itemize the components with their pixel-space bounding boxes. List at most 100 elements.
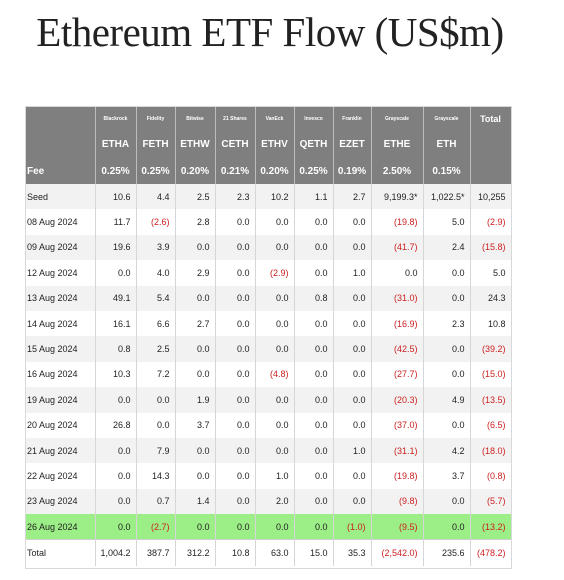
table-cell: 2.3: [215, 184, 256, 210]
table-cell: 10.8: [470, 310, 512, 337]
table-cell: (18.0): [470, 437, 512, 464]
fee-value: 0.25%: [95, 158, 137, 184]
table-cell: 2.3: [423, 310, 471, 337]
table-cell: 15.0: [294, 539, 334, 566]
table-row: 19 Aug 2024 0.0 0.0 1.9 0.0 0.0 0.0 0.0 (20.3) 4.…: [25, 387, 512, 413]
table-cell: (2.7): [136, 514, 176, 540]
row-label: 14 Aug 2024: [25, 310, 96, 337]
table-cell: 0.0: [215, 463, 256, 489]
table-cell: (42.5): [371, 336, 424, 362]
table-cell: 0.0: [423, 412, 471, 438]
table-cell: 63.0: [255, 539, 295, 566]
table-row: 20 Aug 2024 26.8 0.0 3.7 0.0 0.0 0.0 0.0 (37.0) 0…: [25, 412, 512, 438]
table-cell: 7.2: [136, 361, 176, 388]
table-cell: 1.9: [175, 387, 216, 413]
table-row: 21 Aug 2024 0.0 7.9 0.0 0.0 0.0 0.0 1.0 (31.1) 4.…: [25, 437, 512, 464]
table-cell: (31.1): [371, 437, 424, 464]
table-cell: 0.0: [333, 463, 372, 489]
table-cell: 10.3: [95, 361, 137, 388]
fee-value: 0.25%: [136, 158, 176, 184]
table-cell: 0.0: [294, 514, 334, 540]
table-cell: 2.9: [175, 260, 216, 286]
table-cell: 0.0: [333, 488, 372, 515]
table-cell: 0.0: [95, 514, 137, 540]
table-cell: 0.0: [294, 209, 334, 235]
table-cell: (478.2): [470, 539, 512, 566]
row-label: 26 Aug 2024: [25, 514, 96, 540]
fee-label: Fee: [25, 158, 96, 184]
table-cell: 0.0: [294, 387, 334, 413]
table-cell: 0.0: [175, 463, 216, 489]
table-cell: 0.0: [215, 387, 256, 413]
table-cell: 2.5: [175, 184, 216, 210]
table-cell: 7.9: [136, 437, 176, 464]
table-cell: 0.0: [294, 412, 334, 438]
table-cell: 2.7: [175, 310, 216, 337]
table-cell: 0.0: [175, 514, 216, 540]
table-cell: 1.1: [294, 184, 334, 210]
table-cell: 0.0: [175, 234, 216, 261]
table-cell: 4.4: [136, 184, 176, 210]
fee-value: [470, 158, 512, 184]
fee-value: 0.25%: [294, 158, 334, 184]
table-cell: 0.0: [294, 488, 334, 515]
table-cell: 3.9: [136, 234, 176, 261]
table-cell: 10.2: [255, 184, 295, 210]
table-cell: (4.8): [255, 361, 295, 388]
table-cell: 2.4: [423, 234, 471, 261]
table-cell: 0.0: [423, 336, 471, 362]
row-label: 16 Aug 2024: [25, 361, 96, 388]
table-cell: 5.4: [136, 285, 176, 311]
table-cell: (5.7): [470, 488, 512, 515]
table-cell: 0.0: [95, 488, 137, 515]
table-cell: 2.0: [255, 488, 295, 515]
row-label: Total: [25, 539, 96, 566]
table-cell: 0.0: [175, 285, 216, 311]
table-cell: 0.0: [136, 412, 176, 438]
table-cell: 0.0: [333, 209, 372, 235]
table-cell: 0.8: [95, 336, 137, 362]
table-cell: (19.8): [371, 463, 424, 489]
table-cell: 19.6: [95, 234, 137, 261]
table-cell: 0.0: [95, 463, 137, 489]
issuer-header: [25, 106, 96, 131]
total-row: Total 1,004.2 387.7 312.2 10.8 63.0 15.0 35.3 (2…: [25, 539, 512, 566]
table-cell: 0.0: [423, 285, 471, 311]
table-cell: (16.9): [371, 310, 424, 337]
table-cell: 0.0: [255, 209, 295, 235]
table-cell: 0.8: [294, 285, 334, 311]
table-cell: (6.5): [470, 412, 512, 438]
table-cell: 1,022.5*: [423, 184, 471, 210]
issuer-header: Blackrock: [95, 106, 137, 131]
table-cell: 0.0: [215, 336, 256, 362]
table-cell: 49.1: [95, 285, 137, 311]
table-cell: 0.0: [333, 387, 372, 413]
table-cell: (9.5): [371, 514, 424, 540]
table-cell: 2.7: [333, 184, 372, 210]
table-cell: (39.2): [470, 336, 512, 362]
table-cell: (2.9): [470, 209, 512, 235]
table-cell: 4.0: [136, 260, 176, 286]
ticker-header: FETH: [136, 131, 176, 158]
table-cell: 16.1: [95, 310, 137, 337]
ticker-header: ETH: [423, 131, 471, 158]
table-cell: 10.6: [95, 184, 137, 210]
table-cell: 0.0: [294, 361, 334, 388]
table-cell: 0.0: [136, 387, 176, 413]
row-label: 20 Aug 2024: [25, 412, 96, 438]
table-cell: 9,199.3*: [371, 184, 424, 210]
ticker-header: EZET: [333, 131, 372, 158]
table-cell: (15.8): [470, 234, 512, 261]
table-cell: 0.0: [215, 285, 256, 311]
row-label: 12 Aug 2024: [25, 260, 96, 286]
ticker-header: ETHW: [175, 131, 216, 158]
table-cell: 4.9: [423, 387, 471, 413]
issuer-header: Bitwise: [175, 106, 216, 131]
row-label: 21 Aug 2024: [25, 437, 96, 464]
table-cell: 26.8: [95, 412, 137, 438]
issuer-header: VanEck: [255, 106, 295, 131]
row-label: 15 Aug 2024: [25, 336, 96, 362]
table-row: 13 Aug 2024 49.1 5.4 0.0 0.0 0.0 0.8 0.0 (31.0) 0…: [25, 285, 512, 311]
table-cell: 0.0: [423, 488, 471, 515]
highlighted-row: 26 Aug 2024 0.0 (2.7) 0.0 0.0 0.0 0.0 (1.0) (9.5…: [25, 514, 512, 540]
